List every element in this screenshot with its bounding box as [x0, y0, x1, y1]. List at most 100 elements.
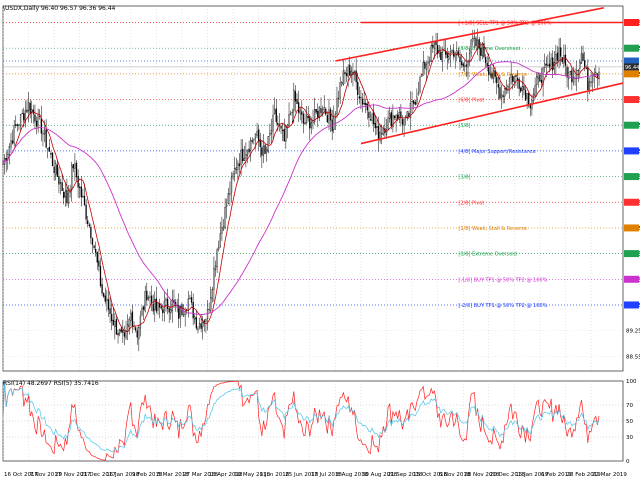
candle-body	[564, 54, 567, 66]
level-price-tag	[624, 147, 639, 155]
candle-body	[571, 70, 573, 83]
candle-body	[179, 306, 182, 318]
candle-body	[189, 298, 191, 300]
candle-body	[548, 63, 551, 68]
candle-body	[433, 41, 436, 49]
candle-body	[29, 103, 31, 114]
candle-body	[79, 186, 81, 188]
rsi-tick-label: 70	[626, 403, 633, 409]
candle-body	[366, 103, 368, 111]
candle-body	[166, 298, 169, 310]
candle-body	[414, 102, 416, 105]
candle-body	[72, 164, 74, 169]
candle-body	[448, 56, 450, 60]
candle-body	[297, 102, 300, 113]
level-label: [5/8]	[458, 123, 470, 129]
x-tick-label: 28 Feb 2019	[566, 472, 601, 478]
candle-body	[339, 82, 341, 98]
candle-body	[256, 131, 258, 136]
candle-body	[8, 146, 11, 155]
candle-body	[305, 115, 308, 123]
candle-body	[580, 53, 583, 64]
candle-body	[513, 76, 515, 82]
candle-body	[355, 70, 357, 83]
candle-body	[494, 70, 496, 77]
candle-body	[80, 186, 82, 198]
candle-body	[395, 114, 397, 120]
candle-body	[208, 308, 210, 311]
candle-body	[569, 71, 571, 73]
candle-body	[526, 93, 528, 99]
moving-average-fast	[2, 43, 600, 333]
candle-body	[451, 49, 453, 53]
candle-body	[413, 100, 415, 104]
candle-body	[329, 109, 332, 121]
candle-body	[269, 133, 271, 136]
channel-lower-line	[360, 82, 624, 145]
candle-body	[406, 111, 408, 119]
level-label: [+1/8] SELL TP1 @ 50% TP2 @ 100%	[458, 21, 551, 27]
level-price-tag	[624, 198, 639, 206]
candle-body	[40, 118, 42, 134]
candle-body	[158, 302, 161, 308]
candle-body	[436, 45, 439, 54]
candle-body	[274, 109, 276, 114]
candle-body	[75, 162, 78, 178]
candle-body	[106, 298, 108, 301]
candle-body	[96, 252, 98, 263]
candle-body	[417, 92, 420, 96]
candle-body	[422, 62, 424, 76]
level-price-tag	[624, 250, 639, 258]
candle-body	[579, 62, 581, 69]
candle-body	[138, 327, 140, 340]
candle-body	[560, 47, 562, 57]
candle-body	[119, 329, 121, 334]
rsi-panel: 100 70 50 30 0	[2, 379, 637, 465]
rsi-tick-label: 30	[626, 435, 633, 441]
candle-body	[360, 97, 362, 99]
candle-body	[162, 309, 164, 314]
candle-body	[250, 139, 252, 151]
x-tick-label: 5 Mar 2018	[157, 472, 189, 478]
x-tick-label: 21 Sep 2018	[388, 472, 423, 478]
candle-body	[221, 227, 223, 234]
candle-body	[304, 122, 306, 124]
candle-body	[7, 154, 9, 161]
candle-body	[456, 50, 458, 56]
price-panel-frame	[2, 5, 624, 372]
candle-body	[379, 132, 381, 141]
x-tick-label: 9 Feb 2018	[132, 472, 163, 478]
candle-body	[219, 233, 221, 247]
candle-body	[321, 109, 324, 115]
candle-body	[203, 320, 205, 323]
candle-body	[510, 74, 512, 78]
candle-body	[107, 299, 110, 310]
candle-body	[139, 315, 142, 329]
candle-body	[235, 167, 237, 170]
candle-body	[294, 91, 297, 102]
x-tick-label: 1 Jun 2018	[260, 472, 290, 478]
candle-body	[465, 64, 468, 67]
candle-body	[117, 333, 119, 336]
candle-body	[288, 114, 290, 126]
candle-body	[302, 113, 305, 124]
candle-body	[563, 55, 565, 64]
candle-body	[520, 87, 522, 92]
candle-body	[120, 328, 122, 332]
candle-body	[336, 98, 338, 115]
candle-body	[484, 57, 487, 63]
candle-body	[182, 314, 185, 317]
candle-body	[349, 64, 351, 76]
candle-body	[337, 97, 340, 99]
candle-body	[476, 40, 479, 47]
candle-body	[411, 101, 413, 103]
candle-body	[83, 195, 86, 205]
candle-body	[34, 114, 36, 122]
candle-body	[90, 227, 92, 239]
candle-body	[87, 220, 89, 224]
candle-body	[24, 110, 27, 123]
candle-body	[368, 111, 370, 118]
candle-body	[130, 313, 132, 321]
